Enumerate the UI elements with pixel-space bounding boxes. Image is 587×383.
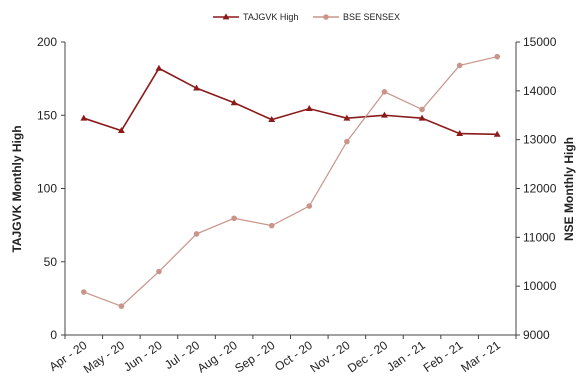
y-tick-label: 50 bbox=[44, 255, 58, 269]
legend-item: TAJGVK High bbox=[213, 12, 298, 22]
axes: 0 50 100 150 200 9000 10000 11000 12000 13000 1400… bbox=[37, 35, 557, 376]
series-marker bbox=[381, 111, 388, 118]
x-tick-label: Mar - 21 bbox=[458, 338, 503, 375]
series-marker bbox=[155, 64, 163, 71]
y2-tick-label: 11000 bbox=[523, 230, 556, 244]
series-marker bbox=[343, 114, 351, 121]
series-line bbox=[83, 67, 498, 136]
x-tick-label: Dec - 20 bbox=[345, 338, 390, 376]
series-marker bbox=[80, 114, 88, 121]
x-tick-label: Nov - 20 bbox=[307, 338, 352, 376]
legend-label: TAJGVK High bbox=[243, 12, 298, 22]
series-marker bbox=[305, 105, 313, 112]
series-marker bbox=[231, 215, 237, 222]
series-bse-sensex bbox=[80, 53, 501, 309]
x-tick-label: Jan - 21 bbox=[384, 338, 428, 375]
series-marker bbox=[456, 62, 463, 69]
y2-tick-label: 9000 bbox=[523, 328, 550, 342]
series-marker bbox=[494, 53, 501, 60]
series-line bbox=[83, 56, 498, 307]
series-marker bbox=[156, 268, 162, 275]
series-marker bbox=[306, 203, 313, 209]
x-tick-label: May - 20 bbox=[81, 338, 128, 376]
series-marker bbox=[80, 289, 87, 295]
y2-tick-label: 14000 bbox=[523, 84, 557, 98]
y-tick-label: 200 bbox=[37, 35, 57, 49]
series-marker bbox=[268, 116, 276, 123]
series-marker bbox=[381, 89, 388, 95]
series-marker bbox=[193, 231, 200, 237]
y2-axis-title: NSE Monthly High bbox=[562, 137, 576, 241]
series-marker bbox=[118, 303, 125, 309]
y2-tick-label: 13000 bbox=[523, 133, 557, 147]
x-tick-label: Sep - 20 bbox=[232, 338, 277, 376]
y-tick-label: 150 bbox=[37, 108, 57, 122]
plot-area bbox=[80, 53, 501, 309]
y2-tick-label: 12000 bbox=[523, 182, 557, 196]
y2-tick-label: 15000 bbox=[523, 35, 557, 49]
series-marker bbox=[344, 138, 350, 145]
series-marker bbox=[222, 13, 230, 20]
y-axis-title: TAJGVK Monthly High bbox=[10, 125, 24, 252]
series-marker bbox=[193, 84, 200, 91]
legend-label: BSE SENSEX bbox=[343, 12, 400, 22]
series-marker bbox=[268, 222, 275, 229]
x-tick-label: Jun - 20 bbox=[121, 338, 165, 375]
legend: TAJGVK High BSE SENSEX bbox=[213, 12, 400, 22]
series-marker bbox=[230, 99, 238, 106]
series-marker bbox=[117, 127, 125, 134]
series-marker bbox=[456, 129, 464, 136]
y2-tick-label: 10000 bbox=[523, 279, 557, 293]
y-tick-label: 0 bbox=[50, 328, 57, 342]
series-marker bbox=[493, 130, 501, 137]
series-marker bbox=[323, 14, 329, 20]
x-tick-label: Feb - 21 bbox=[421, 338, 466, 375]
x-tick-label: Oct - 20 bbox=[272, 338, 315, 374]
legend-item: BSE SENSEX bbox=[313, 12, 400, 22]
series-marker bbox=[418, 114, 426, 121]
series-tajgvk-high bbox=[80, 64, 501, 137]
y-tick-label: 100 bbox=[37, 182, 57, 196]
series-marker bbox=[419, 106, 425, 113]
x-tick-label: Aug - 20 bbox=[195, 338, 240, 376]
